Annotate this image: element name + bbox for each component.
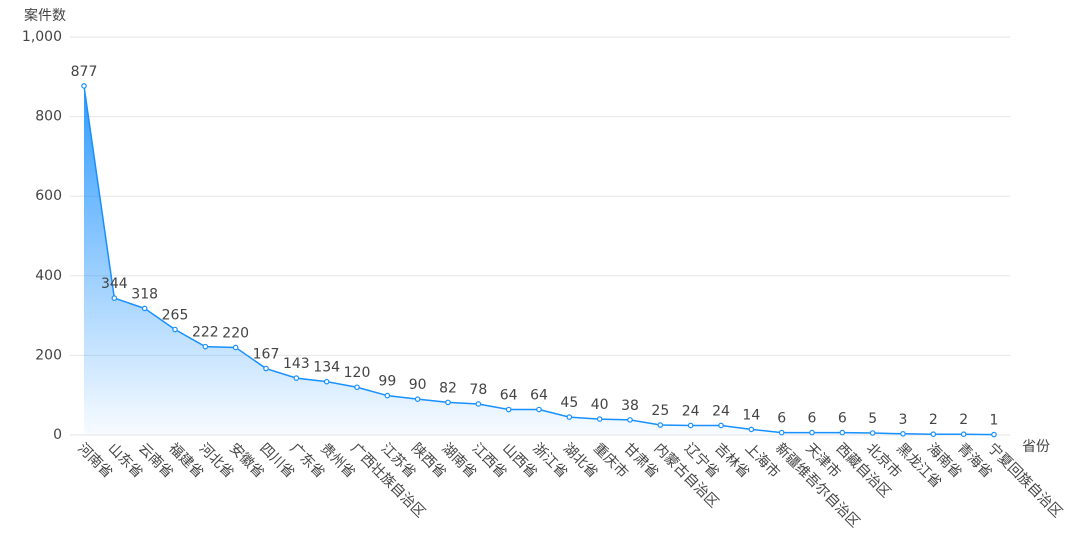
point	[384, 392, 391, 399]
y-axis-label: 案件数	[24, 7, 66, 24]
data-label: 2	[959, 412, 968, 428]
data-label: 344	[101, 276, 128, 292]
data-label: 318	[131, 286, 158, 302]
point	[323, 378, 330, 385]
y-tick-label: 800	[35, 109, 62, 125]
point	[172, 326, 178, 333]
data-label: 90	[409, 377, 427, 393]
point	[536, 406, 542, 413]
data-label: 6	[777, 411, 786, 427]
y-tick-label: 1,000	[22, 29, 62, 45]
data-label: 14	[742, 407, 760, 423]
point	[596, 416, 603, 422]
y-tick-label: 200	[35, 347, 62, 363]
point	[232, 344, 239, 351]
y-tick-label: 400	[35, 268, 62, 284]
data-label: 134	[313, 360, 340, 376]
data-label: 2	[929, 412, 938, 428]
point	[991, 431, 997, 438]
x-axis-label: 省份	[1022, 439, 1050, 455]
point	[111, 295, 118, 301]
data-label: 78	[469, 382, 487, 398]
data-label: 24	[682, 403, 700, 419]
data-label: 45	[560, 395, 578, 411]
data-label: 167	[253, 347, 280, 363]
point	[869, 430, 876, 436]
data-label: 143	[283, 356, 310, 372]
point	[839, 429, 846, 436]
point	[263, 365, 269, 372]
data-label: 1	[990, 413, 999, 429]
point	[475, 401, 482, 407]
point	[566, 414, 573, 420]
point	[445, 399, 451, 406]
point	[505, 406, 512, 413]
data-label: 6	[838, 411, 847, 427]
point	[718, 422, 724, 429]
point	[202, 343, 209, 350]
point	[657, 422, 664, 428]
y-tick-label: 0	[53, 427, 62, 443]
data-label: 64	[530, 388, 548, 404]
point	[809, 429, 815, 436]
y-tick-label: 600	[35, 188, 62, 204]
point	[960, 431, 967, 438]
data-label: 24	[712, 403, 730, 419]
data-label: 120	[344, 365, 371, 381]
point	[748, 426, 755, 433]
data-label: 99	[378, 374, 396, 390]
data-label: 877	[71, 64, 98, 80]
point	[354, 384, 360, 391]
area	[84, 85, 994, 435]
point	[81, 83, 87, 89]
data-label: 82	[439, 380, 457, 396]
point	[414, 396, 421, 402]
data-label: 222	[192, 325, 219, 341]
point	[930, 431, 937, 438]
data-label: 220	[222, 325, 249, 341]
point	[293, 375, 300, 381]
point	[627, 417, 633, 423]
point	[687, 422, 694, 429]
data-label: 6	[808, 411, 817, 427]
data-label: 3	[899, 412, 908, 428]
point	[778, 429, 785, 436]
data-label: 64	[500, 388, 518, 404]
point	[141, 305, 148, 312]
data-label: 5	[868, 411, 877, 427]
data-label: 40	[591, 397, 609, 413]
data-label: 25	[651, 403, 669, 419]
data-label: 265	[162, 308, 189, 324]
data-label: 38	[621, 398, 639, 414]
point	[900, 431, 906, 437]
